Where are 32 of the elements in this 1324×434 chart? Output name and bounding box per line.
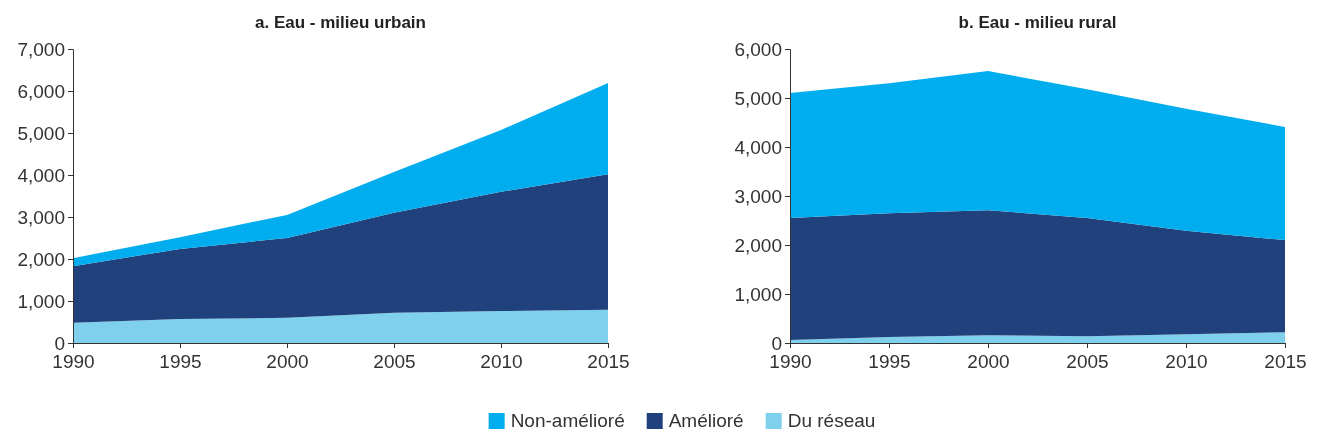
y-tick-label: 4,000 bbox=[17, 164, 65, 186]
x-tick-label: 2000 bbox=[266, 351, 309, 373]
y-tick-label: 2,000 bbox=[17, 248, 65, 270]
x-tick-label: 2015 bbox=[587, 351, 630, 373]
y-tick-label: 4,000 bbox=[734, 136, 782, 158]
x-tick-label: 2010 bbox=[1165, 351, 1208, 373]
chart-title: a. Eau - milieu urbain bbox=[255, 13, 426, 32]
x-tick-label: 1995 bbox=[159, 351, 202, 373]
x-tick-label: 2000 bbox=[967, 351, 1010, 373]
y-tick-label: 1,000 bbox=[734, 283, 782, 305]
x-tick-label: 1995 bbox=[868, 351, 911, 373]
x-tick-label: 2015 bbox=[1264, 351, 1307, 373]
y-tick-label: 0 bbox=[771, 332, 782, 354]
x-tick-label: 1990 bbox=[52, 351, 95, 373]
y-tick-label: 0 bbox=[54, 332, 65, 354]
y-tick-label: 6,000 bbox=[734, 38, 782, 60]
x-tick-label: 2005 bbox=[373, 351, 416, 373]
y-tick-label: 1,000 bbox=[17, 290, 65, 312]
legend-label: Du réseau bbox=[787, 410, 876, 431]
y-tick-label: 3,000 bbox=[734, 185, 782, 207]
chart-title: b. Eau - milieu rural bbox=[958, 13, 1117, 32]
y-tick-label: 3,000 bbox=[17, 206, 65, 228]
x-tick-label: 2005 bbox=[1066, 351, 1109, 373]
x-tick-label: 2010 bbox=[480, 351, 523, 373]
y-tick-label: 7,000 bbox=[17, 38, 65, 60]
legend-label: Non-amélioré bbox=[510, 410, 625, 431]
y-tick-label: 5,000 bbox=[17, 122, 65, 144]
y-tick-label: 2,000 bbox=[734, 234, 782, 256]
y-tick-label: 5,000 bbox=[734, 87, 782, 109]
legend-label: Amélioré bbox=[668, 410, 744, 431]
y-tick-label: 6,000 bbox=[17, 80, 65, 102]
x-tick-label: 1990 bbox=[769, 351, 812, 373]
